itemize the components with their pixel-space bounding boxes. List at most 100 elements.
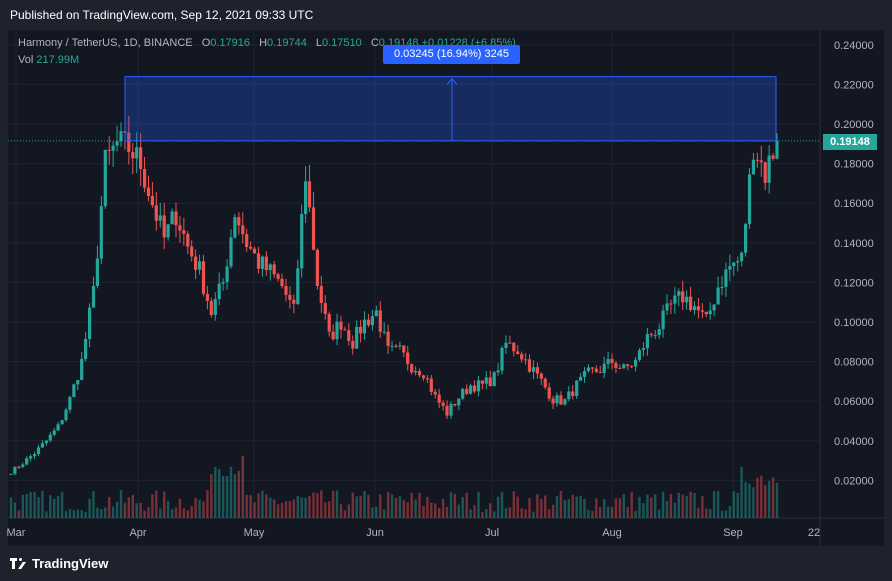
tradingview-logo[interactable]: TradingView bbox=[10, 556, 108, 571]
time-tick-label: May bbox=[244, 527, 265, 539]
volume-bar bbox=[225, 475, 229, 518]
volume-bar bbox=[13, 502, 17, 518]
volume-bar bbox=[658, 509, 661, 518]
candle-body bbox=[637, 350, 642, 360]
volume-bar bbox=[166, 500, 170, 518]
volume-value: 217.99M bbox=[36, 54, 80, 66]
candle-body bbox=[547, 387, 551, 399]
brand-name: TradingView bbox=[32, 556, 109, 571]
volume-bar bbox=[422, 506, 425, 518]
candle-body bbox=[700, 310, 704, 312]
candle-body bbox=[331, 331, 335, 340]
candle-body bbox=[221, 282, 225, 284]
volume-bar bbox=[88, 498, 91, 518]
candle-body bbox=[56, 424, 60, 431]
price-tick-label: 0.08000 bbox=[834, 357, 874, 369]
volume-bar bbox=[410, 492, 413, 518]
volume-bar bbox=[426, 496, 429, 518]
volume-bar bbox=[45, 511, 48, 518]
low-value: 0.17510 bbox=[322, 37, 362, 49]
candle-body bbox=[402, 345, 406, 353]
volume-bar bbox=[41, 490, 44, 518]
candle-body bbox=[763, 162, 767, 183]
candle-body bbox=[590, 367, 594, 369]
candle-body bbox=[272, 264, 276, 275]
volume-bar bbox=[587, 509, 590, 518]
candle-body bbox=[174, 211, 178, 226]
volume-bar bbox=[434, 503, 437, 518]
time-tick-label: Jul bbox=[485, 527, 499, 539]
candle-body bbox=[504, 342, 508, 348]
volume-bar bbox=[249, 495, 252, 518]
volume-bar bbox=[151, 494, 154, 518]
candle-body bbox=[241, 225, 245, 235]
candle-body bbox=[143, 169, 147, 188]
volume-bar bbox=[194, 497, 197, 518]
candle-body bbox=[736, 261, 740, 263]
candle-body bbox=[52, 430, 56, 435]
volume-bar bbox=[771, 477, 775, 518]
candle-body bbox=[158, 215, 162, 221]
candle-body bbox=[634, 359, 638, 367]
volume-bar bbox=[84, 511, 87, 518]
candle-body bbox=[9, 473, 13, 475]
candle-body bbox=[300, 214, 304, 269]
volume-bar bbox=[508, 507, 512, 518]
candle-body bbox=[747, 174, 752, 225]
candle-body bbox=[213, 299, 217, 315]
volume-bar bbox=[736, 492, 739, 518]
time-tick-label: Apr bbox=[129, 527, 146, 539]
candle-body bbox=[107, 150, 111, 151]
candle-body bbox=[417, 371, 422, 376]
candle-body bbox=[205, 293, 209, 301]
volume-bar bbox=[661, 491, 665, 518]
volume-bar bbox=[17, 510, 21, 518]
candle-body bbox=[488, 377, 492, 387]
volume-bar bbox=[119, 490, 123, 518]
volume-bar bbox=[139, 502, 142, 518]
volume-bar bbox=[473, 505, 476, 518]
candle-body bbox=[437, 394, 441, 403]
candle-body bbox=[323, 303, 327, 314]
candle-body bbox=[319, 286, 323, 303]
chart-frame[interactable] bbox=[8, 30, 884, 546]
candle-body bbox=[103, 150, 107, 207]
volume-bar bbox=[363, 491, 366, 518]
candle-body bbox=[194, 256, 198, 270]
candle-body bbox=[614, 363, 618, 368]
volume-bar bbox=[163, 491, 166, 518]
candle-body bbox=[127, 132, 131, 152]
volume-bar bbox=[716, 491, 720, 518]
candle-body bbox=[543, 378, 547, 388]
volume-bar bbox=[261, 490, 264, 518]
candle-body bbox=[264, 256, 268, 271]
candle-body bbox=[630, 366, 634, 368]
volume-bar bbox=[292, 499, 295, 518]
volume-bar bbox=[681, 494, 684, 518]
candle-body bbox=[555, 395, 559, 404]
published-text: Published on TradingView.com, Sep 12, 20… bbox=[10, 8, 314, 22]
candle-body bbox=[327, 314, 331, 332]
candle-body bbox=[755, 159, 759, 161]
candle-body bbox=[708, 310, 712, 315]
volume-bar bbox=[469, 509, 472, 518]
candle-body bbox=[771, 155, 775, 159]
measure-label[interactable]: 0.03245 (16.94%) 3245 bbox=[383, 45, 520, 64]
candle-body bbox=[524, 359, 528, 361]
candle-body bbox=[441, 402, 445, 406]
volume-bar bbox=[654, 494, 657, 518]
low-label: L bbox=[315, 37, 322, 49]
volume-bar bbox=[210, 474, 213, 518]
measure-arrow-head bbox=[446, 77, 458, 85]
candle-body bbox=[406, 352, 410, 365]
candle-body bbox=[469, 385, 473, 394]
volume-bar bbox=[104, 507, 107, 518]
volume-bar bbox=[406, 502, 409, 518]
candle-body bbox=[64, 409, 68, 421]
volume-bar bbox=[414, 499, 417, 518]
volume-bar bbox=[339, 504, 343, 518]
candle-body bbox=[775, 140, 779, 159]
symbol-title[interactable]: Harmony / TetherUS, 1D, BINANCE bbox=[18, 37, 193, 49]
volume-bar bbox=[386, 491, 390, 518]
